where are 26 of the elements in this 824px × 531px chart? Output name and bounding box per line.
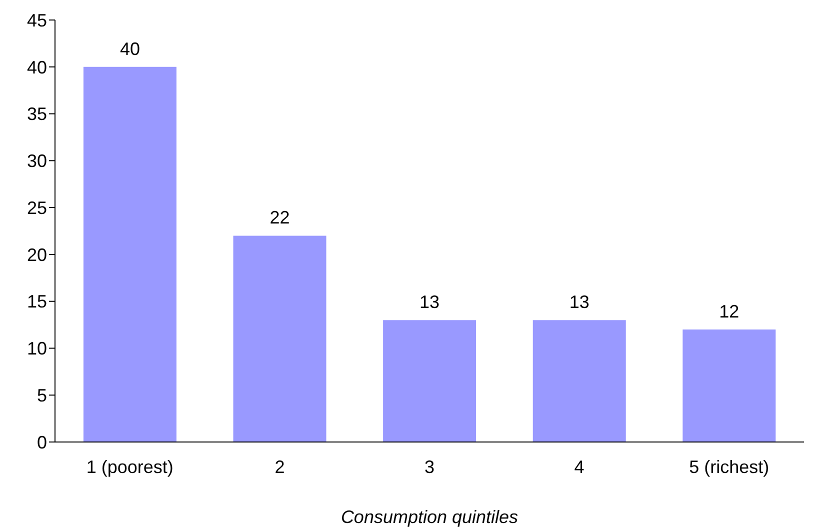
y-tick-label: 20 — [26, 244, 47, 265]
data-label: 22 — [270, 208, 290, 228]
data-label: 12 — [719, 301, 740, 322]
bar — [233, 236, 326, 442]
x-tick-label: 2 — [274, 456, 285, 477]
data-label: 13 — [420, 292, 440, 312]
y-tick-label: 35 — [26, 104, 47, 124]
y-tick-label: 5 — [36, 386, 47, 406]
x-tick-label: 1 (poorest) — [86, 456, 174, 477]
bar — [83, 66, 176, 442]
y-tick-label: 45 — [26, 10, 47, 30]
x-tick-label: 4 — [574, 456, 584, 477]
y-tick-label: 30 — [26, 151, 47, 172]
x-tick-label: 5 (richest) — [689, 456, 770, 477]
y-tick-label: 15 — [26, 292, 47, 312]
y-tick-label: 40 — [26, 57, 47, 78]
y-tick-label: 10 — [26, 338, 47, 359]
bar — [682, 329, 776, 442]
x-axis-title: Consumption quintiles — [340, 507, 518, 527]
data-label: 13 — [569, 292, 590, 312]
x-tick-label: 3 — [424, 456, 435, 477]
bar — [532, 320, 626, 442]
y-tick-label: 0 — [36, 432, 47, 452]
y-tick-label: 25 — [26, 198, 47, 218]
bar — [383, 320, 476, 442]
data-label: 40 — [120, 38, 140, 59]
